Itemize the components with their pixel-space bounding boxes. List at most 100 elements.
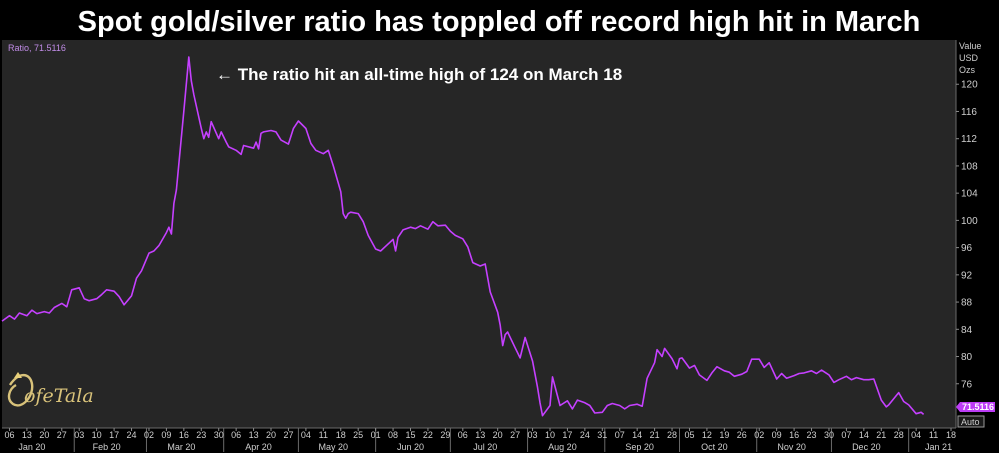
y-tick-label: 84	[961, 325, 973, 336]
x-day-tick-label: 01	[371, 430, 381, 440]
x-day-tick-label: 16	[789, 430, 799, 440]
x-day-tick-label: 13	[22, 430, 32, 440]
chart-title: Spot gold/silver ratio has toppled off r…	[78, 6, 921, 38]
y-axis-title-line-3: Ozs	[959, 65, 976, 75]
brand-name: ofeTala	[24, 385, 94, 407]
x-day-tick-label: 25	[353, 430, 363, 440]
x-day-tick-label: 11	[929, 430, 938, 440]
x-month-tick-label: Dec 20	[852, 442, 881, 452]
x-day-tick-label: 22	[423, 430, 433, 440]
y-tick-label: 108	[961, 161, 978, 172]
x-day-tick-label: 03	[74, 430, 84, 440]
y-axis-ticks: 76 80 84 88 92 96 100 104 108 112 116 120	[956, 80, 978, 390]
x-day-tick-label: 07	[841, 430, 851, 440]
brand-logo: ofeTala	[7, 372, 94, 407]
x-day-tick-label: 20	[39, 430, 49, 440]
x-day-tick-label: 14	[859, 430, 869, 440]
x-day-tick-label: 23	[807, 430, 817, 440]
last-value-badge	[956, 402, 995, 412]
y-tick-label: 92	[961, 270, 973, 281]
x-day-tick-label: 27	[283, 430, 293, 440]
x-month-tick-label: Jul 20	[473, 442, 497, 452]
x-month-tick-label: Aug 20	[548, 442, 577, 452]
x-day-tick-label: 30	[824, 430, 834, 440]
x-month-tick-label: Mar 20	[167, 442, 195, 452]
auto-scale-button-label[interactable]: Auto	[961, 417, 980, 427]
peak-annotation: ← The ratio hit an all-time high of 124 …	[216, 65, 622, 84]
x-day-tick-label: 27	[510, 430, 520, 440]
x-day-tick-label: 09	[161, 430, 171, 440]
x-day-tick-label: 06	[458, 430, 468, 440]
x-day-tick-label: 21	[650, 430, 660, 440]
x-day-tick-label: 14	[632, 430, 642, 440]
x-day-tick-label: 18	[336, 430, 346, 440]
x-day-tick-label: 10	[92, 430, 102, 440]
x-month-tick-label: Oct 20	[701, 442, 728, 452]
y-axis-title-line-2: USD	[959, 53, 979, 63]
x-month-tick-label: May 20	[319, 442, 349, 452]
x-day-tick-label: 08	[388, 430, 398, 440]
x-day-tick-label: 12	[702, 430, 712, 440]
x-day-tick-label: 31	[597, 430, 607, 440]
y-tick-label: 80	[961, 352, 973, 363]
x-month-tick-label: Jan 21	[925, 442, 952, 452]
x-day-tick-label: 20	[493, 430, 503, 440]
x-day-tick-label: 24	[127, 430, 137, 440]
plot-area	[2, 40, 956, 428]
y-tick-label: 88	[961, 298, 973, 309]
x-day-tick-label: 18	[946, 430, 956, 440]
x-day-tick-label: 04	[911, 430, 921, 440]
y-tick-label: 120	[961, 80, 978, 91]
x-day-tick-label: 02	[754, 430, 764, 440]
x-day-tick-label: 03	[528, 430, 538, 440]
series-group	[1, 56, 925, 417]
x-day-tick-label: 19	[719, 430, 729, 440]
y-tick-label: 112	[961, 134, 977, 145]
x-day-tick-label: 28	[894, 430, 904, 440]
x-day-tick-label: 05	[684, 430, 694, 440]
x-month-tick-label: Nov 20	[777, 442, 806, 452]
x-axis-ticks: 06 13 20 27 03 10 17 24 02 09 16 23 30 06 13 20 27 04 11 18…	[4, 428, 956, 452]
x-day-tick-label: 06	[231, 430, 241, 440]
last-value-label: 71.5116	[962, 402, 994, 412]
x-day-tick-label: 02	[144, 430, 154, 440]
x-month-tick-label: Apr 20	[245, 442, 272, 452]
x-day-tick-label: 15	[405, 430, 415, 440]
x-day-tick-label: 11	[319, 430, 328, 440]
brand-logo-mark	[7, 373, 34, 407]
auto-scale-button-frame[interactable]	[957, 415, 985, 428]
x-day-tick-label: 13	[475, 430, 485, 440]
auto-scale-button[interactable]: Auto	[957, 415, 985, 428]
series-line-ratio	[1, 56, 925, 417]
brand-logo-gem	[14, 372, 22, 378]
y-tick-label: 96	[961, 243, 973, 254]
x-day-tick-label: 10	[545, 430, 555, 440]
y-tick-label: 104	[961, 189, 978, 200]
x-day-tick-label: 26	[737, 430, 747, 440]
x-day-tick-label: 09	[772, 430, 782, 440]
x-month-tick-label: Jan 20	[18, 442, 45, 452]
x-day-tick-label: 28	[667, 430, 677, 440]
y-tick-label: 76	[961, 379, 973, 390]
x-day-tick-label: 04	[301, 430, 311, 440]
x-day-tick-label: 06	[4, 430, 14, 440]
x-day-tick-label: 30	[214, 430, 224, 440]
x-month-tick-label: Sep 20	[625, 442, 654, 452]
x-day-tick-label: 17	[109, 430, 119, 440]
x-day-tick-label: 29	[440, 430, 450, 440]
x-day-tick-label: 16	[179, 430, 189, 440]
x-day-tick-label: 13	[249, 430, 259, 440]
series-legend-label: Ratio, 71.5116	[8, 43, 66, 53]
x-day-tick-label: 23	[196, 430, 206, 440]
x-month-tick-label: Feb 20	[93, 442, 121, 452]
x-day-tick-label: 07	[615, 430, 625, 440]
x-day-tick-label: 24	[580, 430, 590, 440]
x-day-tick-label: 27	[57, 430, 67, 440]
y-tick-label: 100	[961, 216, 978, 227]
y-tick-label: 116	[961, 107, 977, 118]
x-day-tick-label: 21	[876, 430, 886, 440]
x-day-tick-label: 17	[562, 430, 572, 440]
x-month-tick-label: Jun 20	[397, 442, 424, 452]
x-day-tick-label: 20	[266, 430, 276, 440]
